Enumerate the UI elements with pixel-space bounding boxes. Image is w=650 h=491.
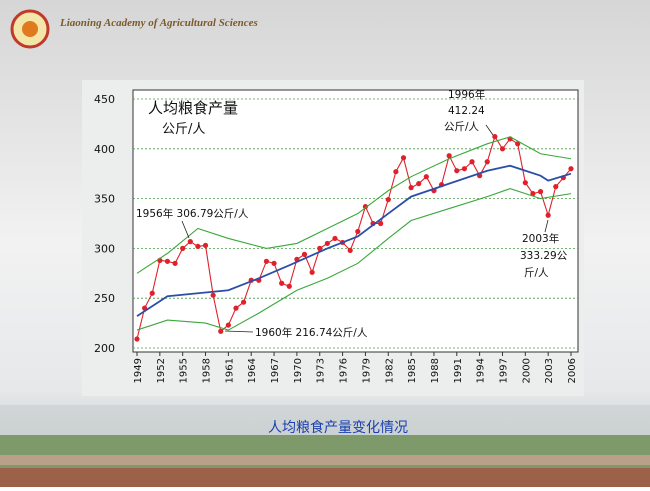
- data-point: [393, 169, 399, 175]
- data-point: [164, 258, 171, 264]
- data-point: [553, 184, 559, 190]
- x-tick-label: 1994: [476, 358, 487, 383]
- flowers: [0, 468, 650, 487]
- data-point: [172, 260, 178, 266]
- y-tick-label: 350: [94, 193, 115, 206]
- annotation: 斤/人: [524, 267, 549, 279]
- data-point: [271, 260, 277, 266]
- data-point: [279, 280, 285, 286]
- data-point: [225, 322, 231, 328]
- x-tick-label: 1988: [430, 358, 441, 383]
- data-point: [317, 245, 323, 251]
- caption: 人均粮食产量变化情况: [268, 419, 408, 436]
- y-tick-label: 250: [94, 292, 115, 305]
- road: [0, 455, 650, 465]
- data-point: [499, 146, 506, 152]
- data-point: [309, 269, 315, 275]
- chart-title: 人均粮食产量: [148, 99, 238, 117]
- x-tick-label: 1976: [339, 358, 350, 383]
- data-point: [347, 247, 353, 253]
- data-point: [446, 153, 452, 159]
- data-point: [522, 180, 528, 186]
- data-point: [202, 242, 209, 249]
- data-point: [286, 283, 292, 289]
- header-org: Liaoning Academy of Agricultural Science…: [59, 17, 258, 29]
- x-tick-label: 1982: [384, 358, 395, 383]
- data-point: [218, 328, 224, 334]
- annotation: 412.24: [448, 105, 485, 117]
- data-point: [324, 240, 330, 247]
- y-unit: 公斤/人: [162, 122, 205, 137]
- annotation: 1956年 306.79公斤/人: [136, 207, 249, 220]
- x-tick-label: 1952: [156, 358, 167, 383]
- data-point: [301, 251, 308, 257]
- annotation: 公斤/人: [444, 121, 480, 133]
- data-point: [461, 166, 468, 172]
- x-tick-label: 1955: [179, 358, 190, 383]
- data-point: [362, 203, 369, 210]
- data-point: [263, 258, 270, 264]
- x-tick-label: 1967: [270, 358, 281, 383]
- y-tick-label: 300: [94, 242, 115, 255]
- arrows: [181, 124, 549, 333]
- y-tick-label: 200: [94, 342, 115, 355]
- x-tick-label: 1973: [316, 358, 327, 383]
- data-point: [537, 189, 544, 195]
- x-tick-label: 1985: [407, 358, 418, 383]
- y-tick-label: 450: [94, 93, 115, 106]
- annotation: 1996年: [448, 88, 485, 101]
- data-point: [187, 239, 193, 245]
- x-tick-label: 1979: [361, 358, 372, 383]
- data-point: [400, 155, 407, 161]
- x-tick-label: 1997: [498, 358, 509, 383]
- annotation: 333.29公: [520, 250, 568, 262]
- data-point: [378, 220, 384, 227]
- data-point: [149, 290, 155, 296]
- data-point: [180, 245, 186, 251]
- data-point: [492, 134, 498, 140]
- data-point: [484, 159, 490, 165]
- x-tick-label: 2000: [521, 358, 532, 383]
- series-line: [136, 188, 572, 331]
- plot-area: [132, 89, 579, 353]
- data-point: [423, 174, 429, 180]
- y-tick-label: 400: [94, 143, 115, 156]
- x-tick-label: 1964: [247, 358, 258, 383]
- series-line: [136, 135, 572, 340]
- x-tick-label: 2006: [567, 358, 578, 383]
- data-point: [355, 228, 361, 235]
- annotation: 2003年: [522, 232, 559, 245]
- data-point: [515, 141, 521, 147]
- data-point: [332, 235, 338, 242]
- x-tick-label: 2003: [544, 358, 555, 383]
- x-tick-label: 1958: [202, 358, 213, 383]
- x-tick-label: 1991: [453, 358, 464, 383]
- logo-center: [22, 21, 38, 37]
- data-point: [416, 181, 422, 187]
- data-point: [134, 336, 140, 342]
- data-point: [454, 168, 460, 174]
- buildings: [0, 405, 650, 435]
- plot: 200 250 300 350 400 450 1949 1952 1955 1958 1961 19…: [94, 93, 578, 383]
- annotation: 1960年 216.74公斤/人: [255, 326, 368, 339]
- data-point: [240, 299, 247, 305]
- data-point: [195, 243, 201, 250]
- x-tick-label: 1961: [224, 358, 235, 383]
- data-point: [530, 191, 536, 197]
- series-line: [136, 136, 572, 274]
- data-point: [568, 166, 574, 172]
- data-point: [233, 305, 239, 311]
- data-point: [545, 212, 551, 218]
- x-tick-label: 1949: [133, 358, 144, 383]
- data-point: [210, 292, 216, 298]
- x-tick-label: 1970: [293, 358, 304, 383]
- series-line: [136, 164, 572, 317]
- data-point: [408, 185, 414, 191]
- data-point: [469, 159, 475, 165]
- data-point: [385, 196, 391, 203]
